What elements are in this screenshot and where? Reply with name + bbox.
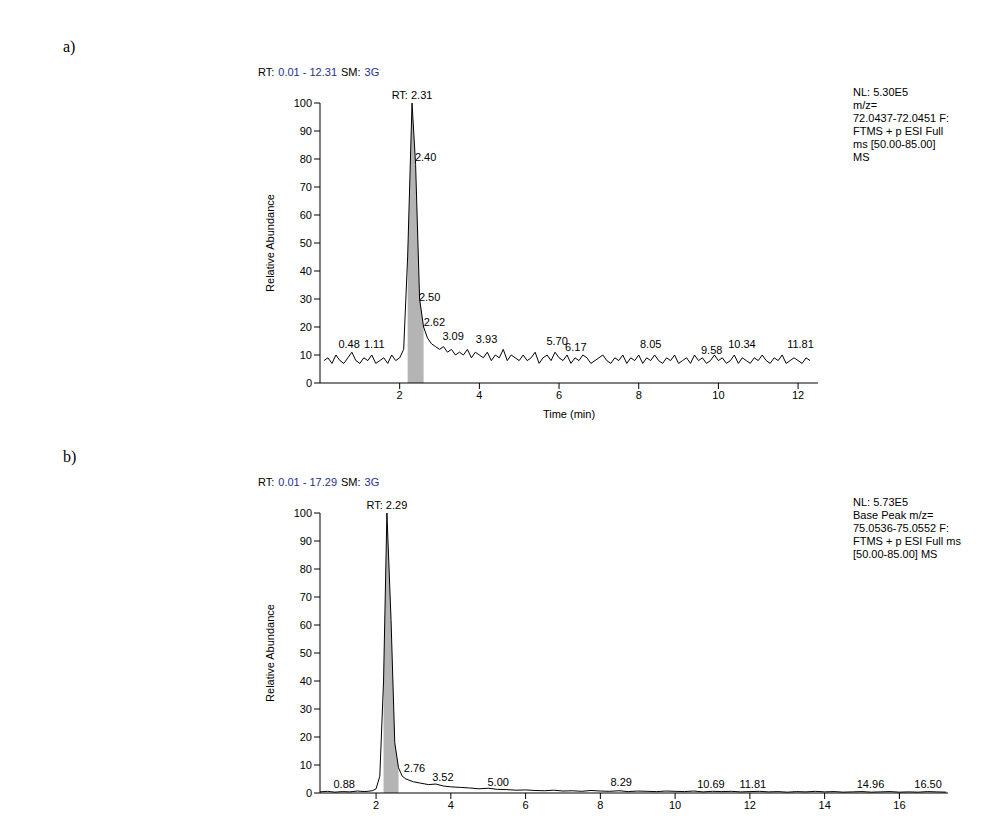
svg-text:60: 60 — [300, 619, 312, 631]
svg-text:Time (min): Time (min) — [543, 408, 595, 420]
svg-text:9.58: 9.58 — [701, 344, 722, 356]
svg-text:10: 10 — [712, 389, 724, 401]
svg-text:RT: 2.29: RT: 2.29 — [367, 499, 408, 511]
svg-text:8: 8 — [597, 799, 603, 811]
svg-text:10.34: 10.34 — [728, 338, 756, 350]
html-text:MS: MS — [853, 151, 870, 163]
svg-text:3.52: 3.52 — [432, 771, 453, 783]
svg-text:0: 0 — [306, 377, 312, 389]
svg-text:10.69: 10.69 — [697, 778, 725, 790]
svg-text:14.96: 14.96 — [857, 778, 885, 790]
svg-text:2: 2 — [373, 799, 379, 811]
svg-text:40: 40 — [300, 265, 312, 277]
svg-text:12: 12 — [792, 389, 804, 401]
svg-text:RT: 2.31: RT: 2.31 — [392, 89, 433, 101]
svg-text:2.62: 2.62 — [424, 316, 445, 328]
svg-text:4: 4 — [476, 389, 482, 401]
svg-text:1.11: 1.11 — [364, 338, 385, 350]
svg-text:10: 10 — [669, 799, 681, 811]
svg-text:2.40: 2.40 — [415, 151, 436, 163]
html-text:[50.00-85.00] MS: [50.00-85.00] MS — [853, 548, 938, 560]
svg-text:Relative Abundance: Relative Abundance — [264, 604, 276, 702]
html-text:RT: 0.01 - 12.31 SM: 3G: RT: 0.01 - 12.31 SM: 3G — [258, 66, 380, 78]
html-text:NL: 5.73E5: NL: 5.73E5 — [853, 496, 908, 508]
svg-text:2.50: 2.50 — [419, 291, 440, 303]
svg-text:Relative Abundance: Relative Abundance — [264, 194, 276, 292]
svg-text:50: 50 — [300, 237, 312, 249]
svg-text:70: 70 — [300, 591, 312, 603]
svg-text:11.81: 11.81 — [739, 778, 766, 790]
html-text:75.0536-75.0552 F:: 75.0536-75.0552 F: — [853, 522, 949, 534]
svg-text:10: 10 — [300, 349, 312, 361]
svg-text:3.09: 3.09 — [442, 330, 463, 342]
svg-text:8.29: 8.29 — [610, 776, 631, 788]
svg-text:100: 100 — [294, 507, 312, 519]
svg-text:0.88: 0.88 — [333, 778, 354, 790]
svg-text:80: 80 — [300, 153, 312, 165]
html-text:FTMS + p ESI Full ms: FTMS + p ESI Full ms — [853, 535, 961, 547]
svg-text:4: 4 — [448, 799, 454, 811]
svg-text:11.81: 11.81 — [787, 338, 814, 350]
svg-text:14: 14 — [819, 799, 831, 811]
svg-text:12: 12 — [744, 799, 756, 811]
svg-text:2.76: 2.76 — [404, 762, 425, 774]
svg-text:3.93: 3.93 — [476, 333, 497, 345]
svg-text:8: 8 — [636, 389, 642, 401]
svg-text:30: 30 — [300, 703, 312, 715]
html-text:b): b) — [63, 448, 77, 465]
svg-text:16: 16 — [893, 799, 905, 811]
svg-text:2: 2 — [397, 389, 403, 401]
html-text:Base Peak m/z=: Base Peak m/z= — [853, 509, 934, 521]
html-text:FTMS + p ESI Full: FTMS + p ESI Full — [853, 125, 944, 137]
html-text:m/z=: m/z= — [853, 99, 878, 111]
svg-text:40: 40 — [300, 675, 312, 687]
svg-text:16.50: 16.50 — [914, 778, 942, 790]
svg-text:0: 0 — [306, 787, 312, 799]
svg-text:6: 6 — [556, 389, 562, 401]
svg-text:6.17: 6.17 — [565, 341, 586, 353]
svg-text:60: 60 — [300, 209, 312, 221]
svg-text:50: 50 — [300, 647, 312, 659]
svg-text:5.00: 5.00 — [488, 776, 509, 788]
svg-text:20: 20 — [300, 731, 312, 743]
svg-text:10: 10 — [300, 759, 312, 771]
html-text:RT: 0.01 - 17.29 SM: 3G: RT: 0.01 - 17.29 SM: 3G — [258, 476, 380, 488]
svg-text:0.48: 0.48 — [338, 338, 359, 350]
svg-text:8.05: 8.05 — [640, 338, 661, 350]
svg-text:70: 70 — [300, 181, 312, 193]
svg-text:6: 6 — [523, 799, 529, 811]
svg-text:90: 90 — [300, 535, 312, 547]
svg-text:20: 20 — [300, 321, 312, 333]
svg-text:30: 30 — [300, 293, 312, 305]
html-text:NL: 5.30E5: NL: 5.30E5 — [853, 86, 908, 98]
svg-text:80: 80 — [300, 563, 312, 575]
html-text:a): a) — [63, 38, 76, 55]
svg-text:100: 100 — [294, 97, 312, 109]
svg-text:90: 90 — [300, 125, 312, 137]
svg-text:5.70: 5.70 — [546, 335, 568, 348]
html-text:72.0437-72.0451 F:: 72.0437-72.0451 F: — [853, 112, 949, 124]
html-text:ms [50.00-85.00]: ms [50.00-85.00] — [853, 138, 936, 150]
